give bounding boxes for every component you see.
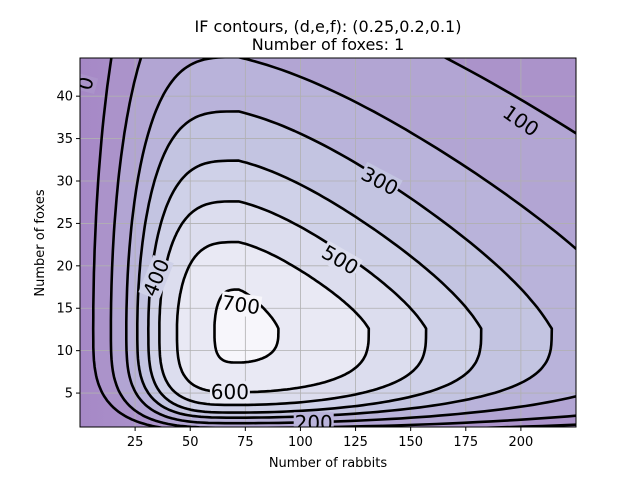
y-axis-ticks: 5 10 15 20 25 30 35 40	[56, 90, 80, 402]
contour-line-300	[136, 110, 554, 419]
contour-label-700: 700	[220, 290, 261, 319]
x-tick-label: 175	[453, 435, 478, 450]
contour-line-200	[125, 58, 576, 425]
x-tick-label: 100	[288, 435, 313, 450]
contour-label-600: 600	[211, 380, 249, 404]
y-tick-label: 40	[56, 90, 73, 105]
contour-lines	[91, 58, 576, 427]
contour-line-600	[175, 240, 371, 394]
y-tick-label: 25	[56, 217, 73, 232]
y-tick-label: 20	[56, 259, 73, 274]
x-tick-label: 200	[508, 435, 533, 450]
contour-line-400	[147, 159, 483, 414]
chart-subtitle: Number of foxes: 1	[252, 35, 405, 54]
x-tick-label: 75	[237, 435, 254, 450]
x-axis-ticks: 25 50 75 100 125 150 175 200	[127, 427, 533, 450]
y-tick-label: 10	[56, 344, 73, 359]
contour-line-500	[158, 200, 428, 407]
plot-frame	[79, 57, 577, 428]
y-tick-label: 35	[56, 132, 73, 147]
y-tick-label: 30	[56, 175, 73, 190]
contour-label-group: 200	[293, 411, 334, 435]
contour-line-100	[109, 58, 576, 427]
contour-label-group: 400	[138, 255, 174, 301]
contour-label-mask	[219, 291, 263, 319]
contour-label-group: 0	[80, 72, 99, 94]
contour-label-mask	[138, 255, 174, 301]
y-axis-label: Number of foxes	[33, 189, 48, 296]
y-tick-label: 5	[65, 387, 73, 402]
chart-title: IF contours, (d,e,f): (0.25,0.2,0.1)	[195, 17, 462, 36]
contour-line-0	[91, 58, 576, 427]
contour-label-mask	[293, 412, 334, 427]
contour-label-mask	[209, 381, 250, 404]
contour-label-mask	[498, 100, 544, 142]
contour-label-mask	[317, 240, 363, 280]
contour-fills	[93, 58, 576, 427]
contour-label-group: 700	[219, 290, 263, 319]
x-tick-label: 25	[127, 435, 144, 450]
contour-label-mask	[356, 161, 403, 201]
x-tick-label: 150	[398, 435, 423, 450]
contour-label-200: 200	[295, 411, 333, 435]
y-tick-label: 15	[56, 302, 73, 317]
x-tick-label: 50	[182, 435, 199, 450]
contour-label-group: 600	[209, 380, 250, 404]
contour-label-mask	[80, 72, 99, 94]
x-axis-label: Number of rabbits	[269, 456, 388, 471]
x-tick-label: 125	[343, 435, 368, 450]
